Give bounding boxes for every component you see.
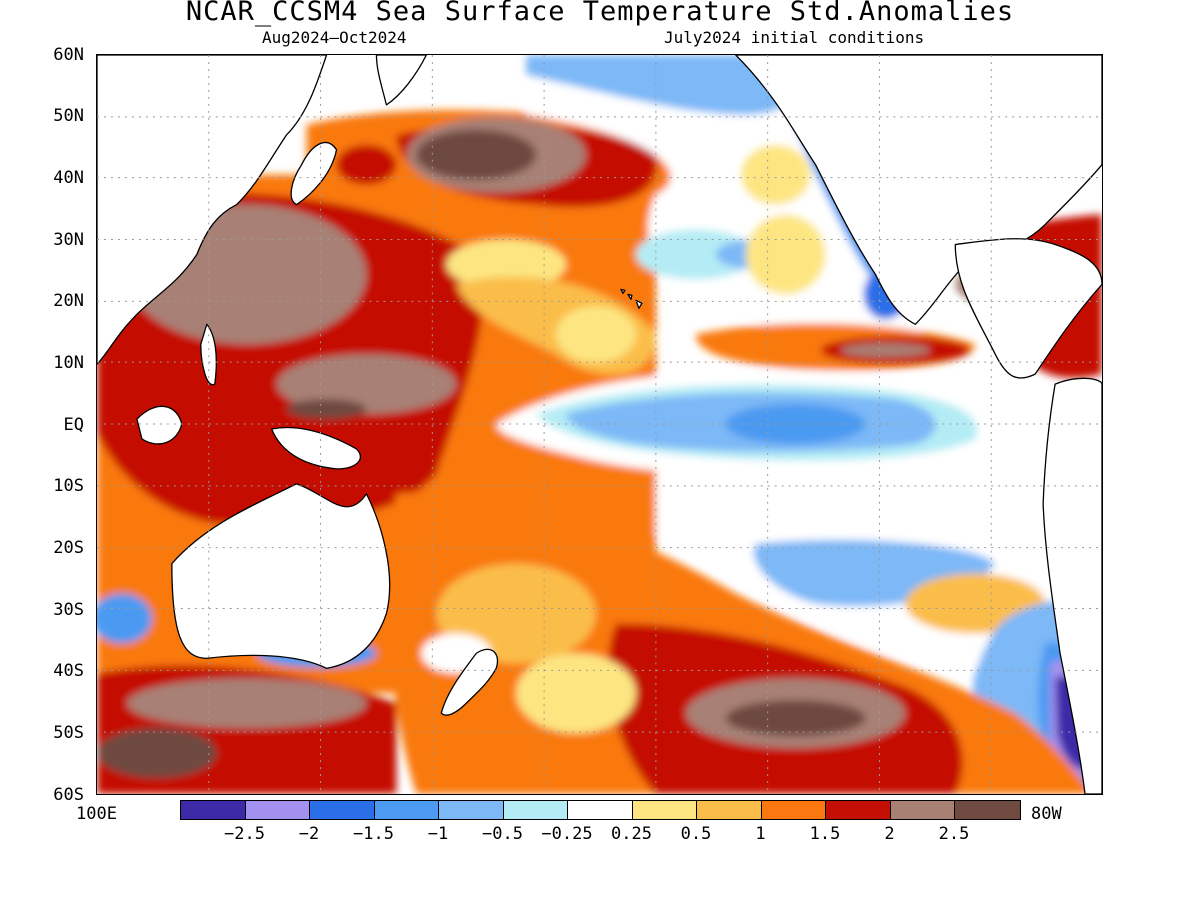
grid-lines <box>97 55 1102 794</box>
lat-label: 60S <box>53 785 84 805</box>
colorbar <box>180 800 1021 820</box>
colorbar-swatch <box>181 801 246 819</box>
colorbar-swatch <box>245 801 310 819</box>
colorbar-tick-label: −0.5 <box>482 824 523 844</box>
lat-label: 40N <box>53 168 84 188</box>
colorbar-tick-label: 0.25 <box>611 824 652 844</box>
lat-label: 20N <box>53 291 84 311</box>
initial-conditions: July2024 initial conditions <box>664 28 925 47</box>
colorbar-tick-label: −1 <box>427 824 449 844</box>
colorbar-swatch <box>955 801 1020 819</box>
colorbar-swatch <box>310 801 375 819</box>
colorbar-tick-label: −2.5 <box>224 824 265 844</box>
colorbar-swatch <box>761 801 826 819</box>
lat-label: 10N <box>53 353 84 373</box>
lat-label: EQ <box>63 415 84 435</box>
lat-label: 20S <box>53 538 84 558</box>
colorbar-tick-label: 2.5 <box>938 824 970 844</box>
forecast-period: Aug2024–Oct2024 <box>262 28 407 47</box>
map-title: NCAR_CCSM4 Sea Surface Temperature Std.A… <box>185 0 1015 27</box>
colorbar-tick-label: −2 <box>298 824 320 844</box>
colorbar-swatch <box>890 801 955 819</box>
colorbar-tick-label: 1.5 <box>809 824 841 844</box>
lat-label: 10S <box>53 476 84 496</box>
colorbar-tick-label: −0.25 <box>541 824 593 844</box>
colorbar-tick-label: 2 <box>884 824 895 844</box>
colorbar-swatch <box>632 801 697 819</box>
lat-label: 40S <box>53 661 84 681</box>
land-outline <box>97 55 1102 794</box>
colorbar-swatch <box>439 801 504 819</box>
lat-label: 30N <box>53 230 84 250</box>
colorbar-tick-label: 1 <box>755 824 766 844</box>
lon-label-right: 80W <box>1031 804 1062 824</box>
lon-label-left: 100E <box>76 804 117 824</box>
lat-label: 50N <box>53 106 84 126</box>
colorbar-swatch <box>568 801 633 819</box>
colorbar-swatch <box>826 801 891 819</box>
colorbar-swatch <box>374 801 439 819</box>
colorbar-tick-label: 0.5 <box>680 824 712 844</box>
lat-label: 30S <box>53 600 84 620</box>
anomaly-map <box>96 54 1103 795</box>
colorbar-swatch <box>697 801 762 819</box>
colorbar-swatch <box>503 801 568 819</box>
lat-label: 50S <box>53 723 84 743</box>
lat-label: 60N <box>53 45 84 65</box>
anomaly-field <box>97 55 1102 794</box>
colorbar-tick-label: −1.5 <box>353 824 394 844</box>
